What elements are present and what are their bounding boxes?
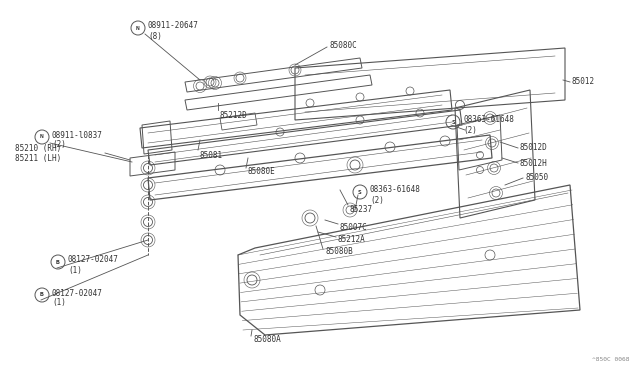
Text: 85080C: 85080C (330, 42, 358, 51)
Text: S: S (451, 119, 455, 125)
Text: (1): (1) (52, 298, 66, 308)
Text: 08363-61648: 08363-61648 (463, 115, 514, 125)
Text: N: N (136, 26, 140, 31)
Text: B: B (40, 292, 44, 298)
Text: 85211 (LH): 85211 (LH) (15, 154, 61, 163)
Text: 85012D: 85012D (520, 144, 548, 153)
Text: S: S (358, 189, 362, 195)
Text: 85210 (RH): 85210 (RH) (15, 144, 61, 153)
Text: N: N (40, 135, 44, 140)
Text: 85007C: 85007C (340, 224, 368, 232)
Text: (8): (8) (148, 32, 162, 41)
Text: (2): (2) (370, 196, 384, 205)
Text: 08363-61648: 08363-61648 (370, 186, 421, 195)
Text: 85012: 85012 (572, 77, 595, 87)
Text: 08911-l0837: 08911-l0837 (52, 131, 103, 140)
Text: (1): (1) (68, 266, 82, 275)
Text: 85050: 85050 (525, 173, 548, 183)
Text: ^850C 0068: ^850C 0068 (593, 357, 630, 362)
Text: 08127-02047: 08127-02047 (68, 256, 119, 264)
Text: 85080B: 85080B (325, 247, 353, 257)
Text: B: B (56, 260, 60, 264)
Text: 85237: 85237 (350, 205, 373, 215)
Text: 08127-02047: 08127-02047 (52, 289, 103, 298)
Text: (2): (2) (463, 125, 477, 135)
Text: 08911-20647: 08911-20647 (148, 22, 199, 31)
Text: 85212A: 85212A (338, 235, 365, 244)
Text: 85212D: 85212D (220, 110, 248, 119)
Text: (2): (2) (52, 141, 66, 150)
Text: 85081: 85081 (200, 151, 223, 160)
Text: 85080A: 85080A (253, 336, 281, 344)
Text: 85012H: 85012H (520, 158, 548, 167)
Text: 85080E: 85080E (248, 167, 276, 176)
